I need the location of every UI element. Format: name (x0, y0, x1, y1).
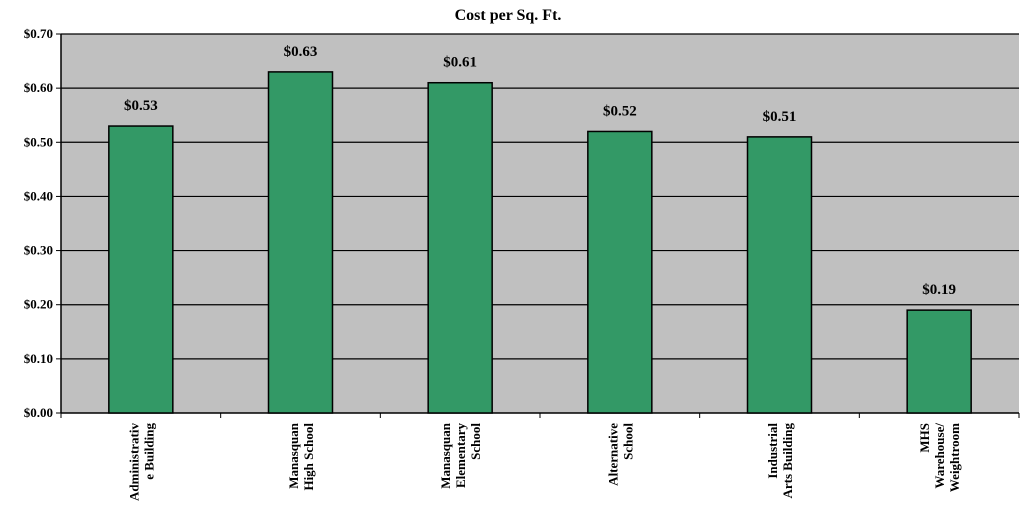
category-label: Industrial (765, 423, 780, 479)
y-tick-label: $0.50 (24, 134, 53, 149)
category-label: Alternative (605, 423, 620, 486)
category-label: Administrativ (126, 423, 141, 502)
category-label: Manasquan (286, 422, 301, 489)
bar (108, 125, 174, 414)
data-label: $0.51 (763, 109, 797, 125)
category-label: High School (301, 423, 316, 491)
y-tick-label: $0.10 (24, 351, 53, 366)
category-label: Arts Building (780, 423, 795, 499)
bar (587, 130, 653, 414)
category-label: e Building (141, 423, 156, 480)
bar (746, 136, 813, 414)
data-label: $0.19 (922, 282, 956, 298)
data-label: $0.53 (124, 98, 158, 114)
category-label: MHS (917, 423, 932, 453)
category-label: School (468, 423, 483, 460)
y-tick-label: $0.60 (24, 80, 53, 95)
category-label: Manasquan (438, 422, 453, 489)
y-tick-label: $0.00 (24, 405, 53, 420)
y-tick-label: $0.70 (24, 26, 53, 41)
bar (906, 309, 972, 414)
category-label: School (620, 423, 635, 460)
plot-area (61, 34, 1019, 413)
bar (267, 71, 334, 414)
y-tick-label: $0.30 (24, 243, 53, 258)
data-label: $0.61 (443, 55, 477, 71)
category-label: Elementary (453, 423, 468, 488)
category-label: Weightroom (947, 423, 962, 492)
bar (427, 81, 493, 414)
y-tick-label: $0.20 (24, 297, 53, 312)
data-label: $0.63 (284, 44, 318, 60)
data-label: $0.52 (603, 103, 637, 119)
y-tick-label: $0.40 (24, 188, 53, 203)
chart-title: Cost per Sq. Ft. (455, 7, 562, 24)
category-label: Warehouse/ (932, 423, 947, 489)
